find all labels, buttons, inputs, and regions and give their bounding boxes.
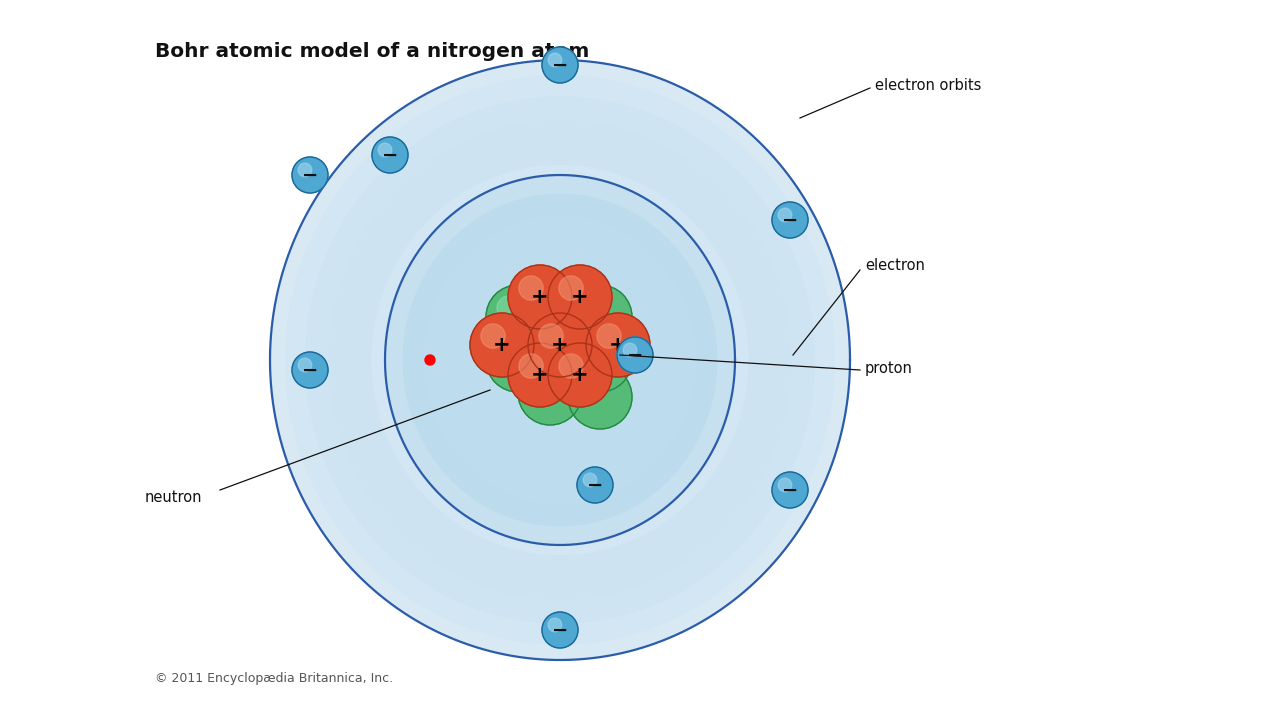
Circle shape bbox=[772, 472, 808, 508]
Ellipse shape bbox=[371, 165, 749, 555]
Circle shape bbox=[568, 365, 632, 429]
Circle shape bbox=[778, 478, 792, 492]
Circle shape bbox=[372, 137, 408, 173]
Ellipse shape bbox=[402, 194, 718, 526]
Ellipse shape bbox=[328, 120, 792, 600]
Circle shape bbox=[292, 157, 328, 193]
Circle shape bbox=[298, 358, 312, 372]
Circle shape bbox=[481, 324, 506, 348]
Ellipse shape bbox=[385, 175, 735, 545]
Circle shape bbox=[425, 355, 435, 365]
Circle shape bbox=[548, 265, 612, 329]
Text: −: − bbox=[586, 475, 603, 495]
Circle shape bbox=[584, 473, 596, 487]
Text: Bohr atomic model of a nitrogen atom: Bohr atomic model of a nitrogen atom bbox=[155, 42, 589, 61]
Circle shape bbox=[577, 467, 613, 503]
Text: +: + bbox=[571, 365, 589, 385]
Circle shape bbox=[518, 354, 543, 378]
Ellipse shape bbox=[424, 216, 696, 504]
Circle shape bbox=[378, 143, 392, 157]
Circle shape bbox=[292, 352, 328, 388]
Circle shape bbox=[529, 313, 591, 377]
Ellipse shape bbox=[270, 60, 850, 660]
Circle shape bbox=[579, 339, 603, 363]
Circle shape bbox=[470, 313, 534, 377]
Text: −: − bbox=[782, 210, 799, 230]
Circle shape bbox=[548, 343, 612, 407]
Text: −: − bbox=[782, 480, 799, 500]
Circle shape bbox=[497, 296, 521, 320]
Ellipse shape bbox=[270, 60, 850, 660]
Circle shape bbox=[579, 296, 603, 320]
Text: +: + bbox=[552, 335, 568, 355]
Circle shape bbox=[508, 343, 572, 407]
Circle shape bbox=[529, 372, 553, 396]
Circle shape bbox=[486, 285, 550, 349]
Circle shape bbox=[623, 343, 637, 357]
Text: neutron: neutron bbox=[145, 490, 202, 505]
Circle shape bbox=[529, 296, 553, 320]
Circle shape bbox=[568, 285, 632, 349]
Circle shape bbox=[559, 276, 584, 300]
Text: proton: proton bbox=[865, 361, 913, 376]
Circle shape bbox=[568, 328, 632, 392]
Circle shape bbox=[298, 163, 312, 177]
Text: electron: electron bbox=[865, 258, 925, 272]
Text: −: − bbox=[381, 145, 398, 164]
Text: +: + bbox=[531, 287, 549, 307]
Circle shape bbox=[539, 324, 563, 348]
Circle shape bbox=[548, 618, 562, 632]
Circle shape bbox=[541, 47, 579, 83]
Circle shape bbox=[518, 276, 543, 300]
Circle shape bbox=[508, 265, 572, 329]
Circle shape bbox=[586, 313, 650, 377]
Circle shape bbox=[497, 339, 521, 363]
Text: +: + bbox=[531, 365, 549, 385]
Text: −: − bbox=[302, 166, 319, 184]
Ellipse shape bbox=[284, 75, 836, 645]
Text: −: − bbox=[552, 621, 568, 639]
Circle shape bbox=[772, 202, 808, 238]
Circle shape bbox=[518, 285, 582, 349]
Circle shape bbox=[596, 324, 621, 348]
Text: −: − bbox=[552, 55, 568, 74]
Text: +: + bbox=[609, 335, 627, 355]
Text: −: − bbox=[627, 346, 643, 364]
Text: +: + bbox=[493, 335, 511, 355]
Text: © 2011 Encyclopædia Britannica, Inc.: © 2011 Encyclopædia Britannica, Inc. bbox=[155, 672, 393, 685]
Circle shape bbox=[778, 208, 792, 222]
Circle shape bbox=[518, 361, 582, 425]
Ellipse shape bbox=[305, 96, 815, 624]
Circle shape bbox=[486, 328, 550, 392]
Circle shape bbox=[541, 612, 579, 648]
Text: −: − bbox=[302, 361, 319, 379]
Circle shape bbox=[559, 354, 584, 378]
Text: +: + bbox=[571, 287, 589, 307]
Circle shape bbox=[548, 53, 562, 67]
Circle shape bbox=[617, 337, 653, 373]
Circle shape bbox=[579, 376, 603, 400]
Text: electron orbits: electron orbits bbox=[876, 78, 982, 92]
